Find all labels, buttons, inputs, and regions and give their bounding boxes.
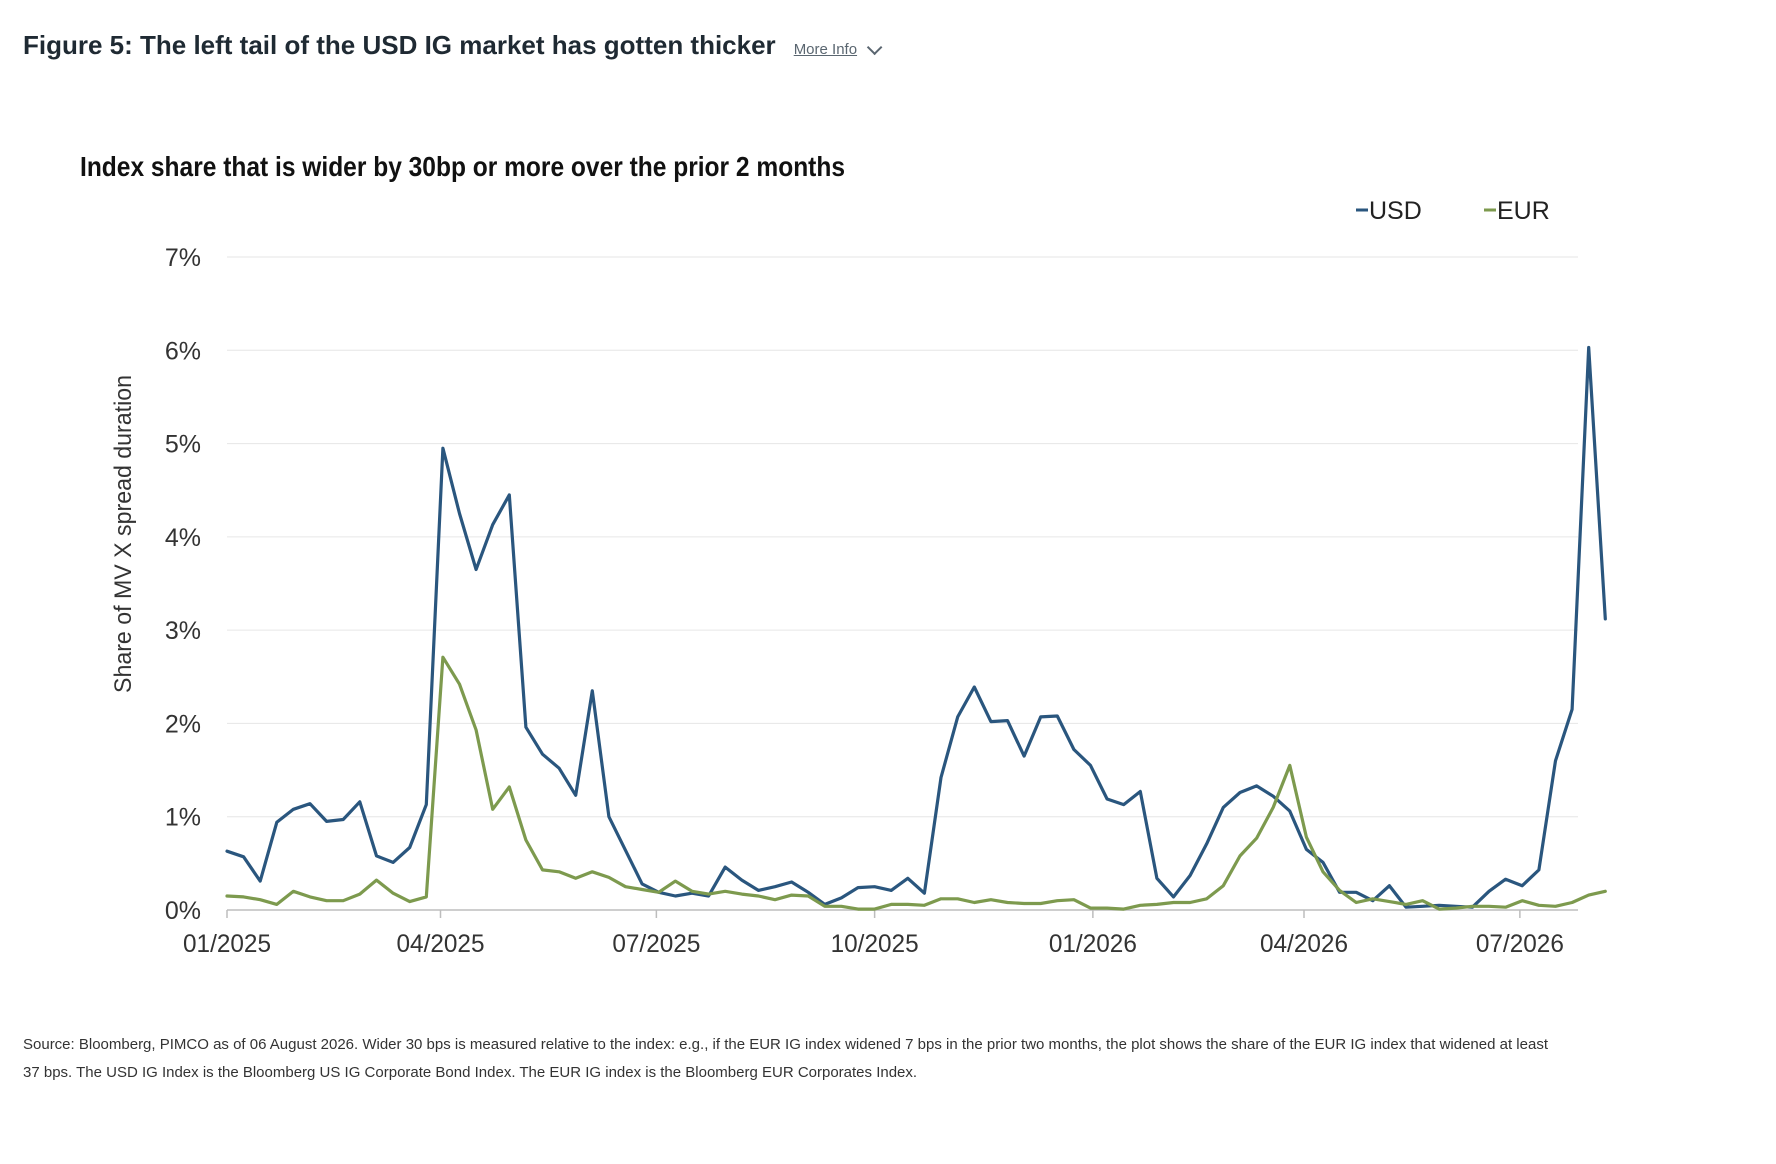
more-info-label: More Info [793,41,858,58]
line-chart: Index share that is wider by 30bp or mor… [80,151,1607,958]
figure-title: Figure 5: The left tail of the USD IG ma… [23,30,776,60]
legend-label-eur: EUR [1497,197,1550,225]
x-tick-label: 04/2025 [397,930,485,958]
legend-label-usd: USD [1369,197,1422,225]
y-tick-label: 1% [165,804,201,832]
chart-title: Index share that is wider by 30bp or mor… [80,151,845,182]
series-layer [225,345,1607,911]
x-tick-label: 01/2026 [1049,930,1137,958]
y-tick-label: 7% [165,244,201,272]
x-tick-label: 10/2025 [831,930,919,958]
y-tick-label: 2% [165,710,201,738]
x-tick-label: 04/2026 [1260,930,1348,958]
x-axis: 01/2025 04/2025 07/2025 10/2025 01/2026 04/20… [183,909,1578,958]
y-axis-label: Share of MV X spread duration [110,375,137,693]
y-tick-label: 3% [165,617,201,645]
x-tick-label: 07/2026 [1476,930,1564,958]
figure-header: Figure 5: The left tail of the USD IG ma… [23,30,883,61]
y-tick-label: 4% [165,524,201,552]
grid [227,256,1578,818]
y-tick-label: 5% [165,431,201,459]
legend: USD EUR [1356,197,1550,225]
more-info-button[interactable]: More Info [793,39,883,58]
series-line-usd [225,345,1607,909]
x-tick-label: 07/2025 [612,930,700,958]
source-note: Source: Bloomberg, PIMCO as of 06 August… [23,1031,1703,1087]
series-line-eur [225,655,1607,911]
y-tick-label: 0% [165,897,201,925]
source-note-line-1: Source: Bloomberg, PIMCO as of 06 August… [23,1036,1548,1053]
x-tick-label: 01/2025 [183,930,271,958]
source-note-line-2: 37 bps. The USD IG Index is the Bloomber… [23,1064,918,1081]
y-ticks: 0% 1% 2% 3% 4% 5% 6% 7% [165,244,201,925]
y-tick-label: 6% [165,337,201,365]
